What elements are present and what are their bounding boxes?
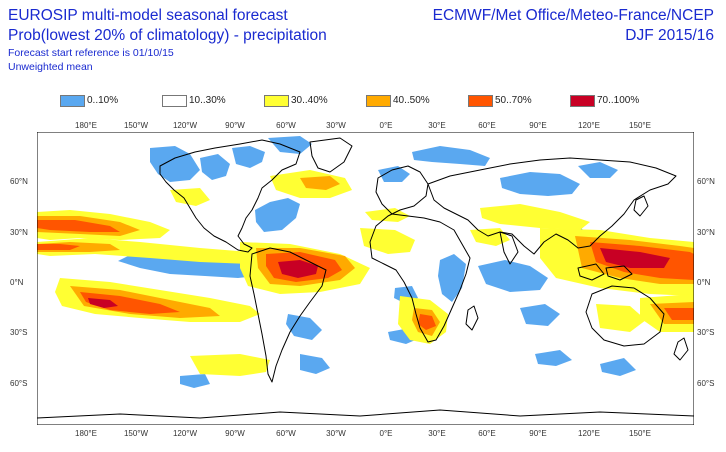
legend-label: 10..30% bbox=[189, 95, 226, 106]
legend-swatch bbox=[570, 95, 595, 107]
lon-label: 180°E bbox=[75, 121, 97, 130]
lat-label: 60°S bbox=[10, 379, 27, 388]
lon-label: 120°E bbox=[578, 121, 600, 130]
new-zealand-coast bbox=[673, 337, 689, 361]
probability-map: 180°E 150°W 120°W 90°W 60°W 30°W 0°E 30°… bbox=[10, 121, 715, 438]
legend-label: 30..40% bbox=[291, 95, 328, 106]
lat-label: 30°N bbox=[697, 228, 715, 237]
legend-label: 40..50% bbox=[393, 95, 430, 106]
india-coast bbox=[499, 231, 519, 265]
lon-label: 30°E bbox=[428, 121, 445, 130]
legend-swatch bbox=[264, 95, 289, 107]
blue-probability-areas bbox=[118, 136, 636, 388]
madagascar-coast bbox=[465, 305, 479, 331]
lon-label: 60°W bbox=[276, 429, 296, 438]
europe-africa-coast bbox=[369, 165, 471, 343]
legend-swatch bbox=[60, 95, 85, 107]
mean-type-text: Unweighted mean bbox=[8, 61, 93, 73]
lon-label: 150°E bbox=[629, 429, 651, 438]
lon-label: 180°E bbox=[75, 429, 97, 438]
title-line-1: EUROSIP multi-model seasonal forecast bbox=[8, 7, 288, 24]
lat-label: 0°N bbox=[10, 278, 24, 287]
legend: 0..10% 10..30% 30..40% 40..50% 50..70% 7… bbox=[0, 93, 726, 109]
lat-labels-right: 60°N 30°N 0°N 30°S 60°S bbox=[697, 177, 715, 388]
lat-label: 60°N bbox=[697, 177, 715, 186]
lon-label: 0°E bbox=[380, 429, 393, 438]
legend-swatch bbox=[366, 95, 391, 107]
australia-coast bbox=[585, 285, 665, 347]
lon-labels-top: 180°E 150°W 120°W 90°W 60°W 30°W 0°E 30°… bbox=[75, 121, 651, 130]
indonesia-coast bbox=[577, 263, 633, 281]
lat-labels-left: 60°N 30°N 0°N 30°S 60°S bbox=[10, 177, 28, 388]
japan-coast bbox=[633, 195, 649, 217]
lon-label: 120°W bbox=[173, 121, 198, 130]
legend-label: 0..10% bbox=[87, 95, 119, 106]
legend-label: 70..100% bbox=[597, 95, 640, 106]
greenland-coast bbox=[309, 137, 353, 173]
lat-label: 0°N bbox=[697, 278, 711, 287]
lon-label: 30°W bbox=[326, 429, 346, 438]
north-america-coast bbox=[159, 139, 301, 253]
lat-label: 30°S bbox=[10, 328, 27, 337]
lon-label: 120°E bbox=[578, 429, 600, 438]
lat-label: 30°N bbox=[10, 228, 28, 237]
lat-label: 60°S bbox=[697, 379, 714, 388]
lon-label: 90°E bbox=[529, 121, 546, 130]
lon-label: 90°W bbox=[225, 429, 245, 438]
legend-swatch bbox=[468, 95, 493, 107]
lon-label: 60°W bbox=[276, 121, 296, 130]
lon-label: 30°E bbox=[428, 429, 445, 438]
lon-label: 60°E bbox=[478, 429, 495, 438]
south-america-coast bbox=[249, 247, 327, 383]
lon-label: 90°W bbox=[225, 121, 245, 130]
coastlines bbox=[37, 137, 694, 419]
lon-label: 150°W bbox=[124, 121, 149, 130]
forecast-start-text: Forecast start reference is 01/10/15 bbox=[8, 47, 174, 59]
lon-label: 30°W bbox=[326, 121, 346, 130]
legend-swatch bbox=[162, 95, 187, 107]
asia-coast bbox=[427, 157, 677, 255]
antarctica-coast bbox=[37, 409, 694, 419]
lat-label: 60°N bbox=[10, 177, 28, 186]
period-text: DJF 2015/16 bbox=[625, 27, 714, 44]
lat-label: 30°S bbox=[697, 328, 714, 337]
legend-label: 50..70% bbox=[495, 95, 532, 106]
lon-label: 90°E bbox=[529, 429, 546, 438]
lon-label: 150°E bbox=[629, 121, 651, 130]
source-text: ECMWF/Met Office/Meteo-France/NCEP bbox=[432, 7, 714, 24]
lon-label: 0°E bbox=[380, 121, 393, 130]
lon-label: 150°W bbox=[124, 429, 149, 438]
lon-labels-bottom: 180°E 150°W 120°W 90°W 60°W 30°W 0°E 30°… bbox=[75, 429, 651, 438]
lon-label: 60°E bbox=[478, 121, 495, 130]
darkred-probability-areas bbox=[88, 248, 670, 308]
lon-label: 120°W bbox=[173, 429, 198, 438]
title-line-2: Prob(lowest 20% of climatology) - precip… bbox=[8, 27, 327, 44]
